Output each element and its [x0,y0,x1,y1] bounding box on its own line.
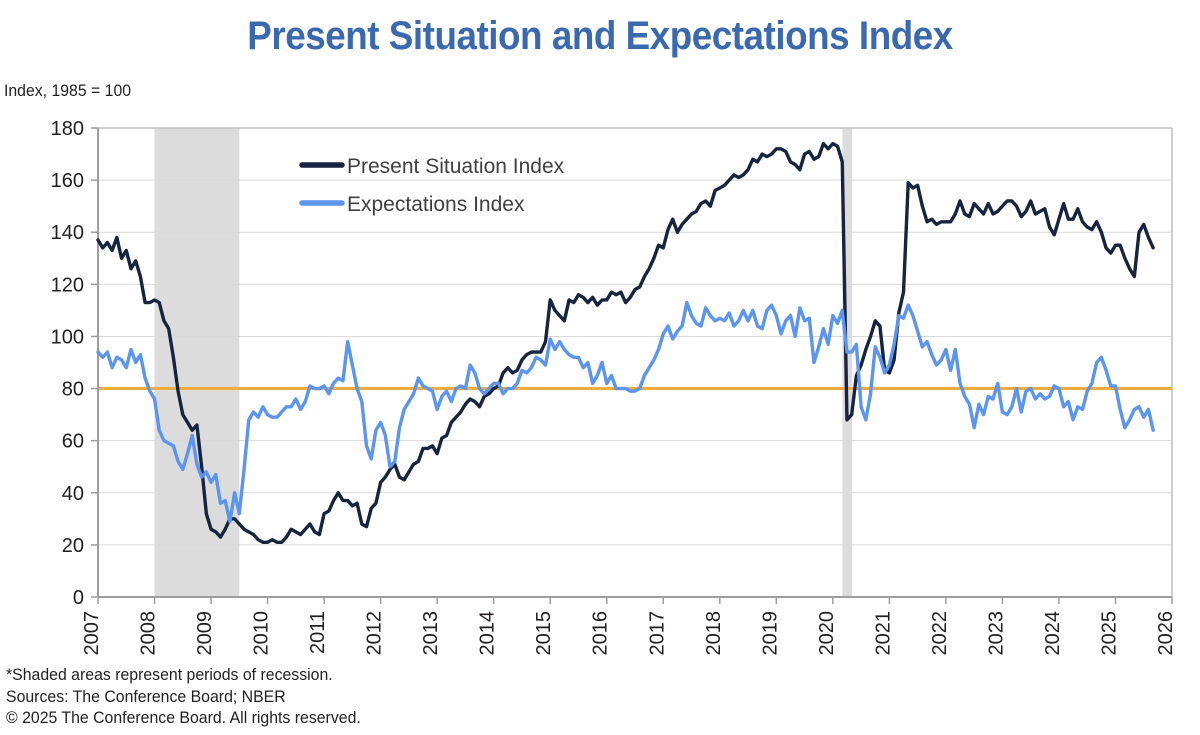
y-axis-tick-label: 20 [62,535,84,557]
x-axis-tick-label: 2017 [646,611,668,656]
y-axis-tick-label: 180 [51,118,84,140]
footnote-recession: *Shaded areas represent periods of reces… [6,666,333,684]
x-axis-tick-label: 2009 [194,611,216,656]
legend-label: Present Situation Index [347,155,565,178]
footnotes: *Shaded areas represent periods of reces… [6,665,361,730]
y-axis-tick-label: 80 [62,379,84,401]
x-axis-tick-label: 2019 [759,611,781,656]
legend-label: Expectations Index [347,193,525,216]
x-axis-tick-label: 2010 [251,611,273,656]
page-title: Present Situation and Expectations Index [247,14,953,58]
x-axis-tick-label: 2011 [307,611,329,654]
x-axis-tick-label: 2020 [816,611,838,656]
x-axis-tick-label: 2025 [1098,611,1120,656]
x-axis-tick-label: 2018 [703,611,725,656]
y-axis-tick-label: 100 [51,326,84,348]
footnote-copyright: © 2025 The Conference Board. All rights … [6,709,361,727]
x-axis-tick-label: 2014 [477,611,499,656]
x-axis-tick-label: 2007 [81,611,103,656]
y-axis-tick-label: 140 [51,222,84,244]
series-line [96,141,1155,544]
footnote-sources: Sources: The Conference Board; NBER [6,687,286,706]
x-axis-tick-label: 2013 [420,611,442,656]
x-axis-tick-label: 2026 [1155,611,1177,656]
x-axis-tick-label: 2022 [929,611,951,656]
x-axis-tick-label: 2015 [533,611,555,656]
x-axis-tick-label: 2016 [590,611,612,656]
y-axis-tick-label: 0 [73,587,84,609]
series-line [96,300,1155,524]
y-axis-tick-label: 160 [51,170,84,192]
y-axis-unit-note: Index, 1985 = 100 [4,81,132,100]
y-axis-tick-label: 60 [62,431,84,453]
y-axis-tick-label: 120 [51,274,84,296]
x-axis-tick-label: 2008 [138,611,160,656]
x-axis-tick-label: 2021 [872,611,894,656]
x-axis-tick-label: 2023 [985,611,1007,656]
y-axis-tick-label: 40 [62,483,84,505]
x-axis-tick-label: 2012 [364,611,386,656]
line-chart-plot: 0 20 40 60 80 100 120 140 160 180 2007 2008 2009 2010… [51,118,1177,656]
recession-band [154,128,240,597]
x-axis-tick-label: 2024 [1042,611,1064,656]
